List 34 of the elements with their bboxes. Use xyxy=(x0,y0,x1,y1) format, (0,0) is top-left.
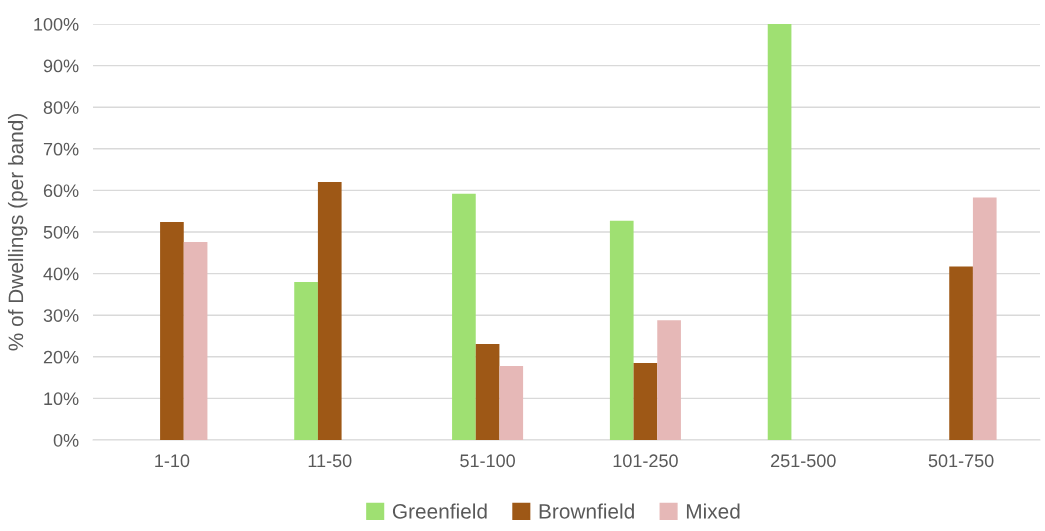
y-tick-label: 30% xyxy=(43,309,79,322)
x-tick-label: 11-50 xyxy=(308,454,352,468)
y-tick-label: 40% xyxy=(43,267,79,281)
y-tick-label: 50% xyxy=(43,225,79,239)
legend-label: Greenfield xyxy=(392,503,487,519)
bar xyxy=(767,24,792,440)
bar xyxy=(949,266,973,440)
y-tick-label: 100% xyxy=(34,17,79,31)
x-tick-label: 1-10 xyxy=(155,454,190,468)
bar xyxy=(475,343,500,440)
bar xyxy=(183,241,208,440)
y-tick-label: 0% xyxy=(53,433,79,447)
y-tick-label: 60% xyxy=(43,184,79,198)
y-tick-label: 10% xyxy=(44,392,79,406)
bar xyxy=(160,222,184,440)
bar xyxy=(294,281,318,440)
y-axis-title: % of Dwellings (per band) xyxy=(7,114,28,351)
y-tick-label: 90% xyxy=(43,59,79,73)
legend-label: Mixed xyxy=(686,503,740,519)
bar xyxy=(499,365,524,440)
x-tick-label: 501-750 xyxy=(928,454,994,468)
bar xyxy=(633,363,658,440)
bar xyxy=(657,320,681,440)
legend-label: Brownfield xyxy=(539,503,634,519)
y-tick-label: 70% xyxy=(43,142,79,156)
y-tick-label: 20% xyxy=(43,350,79,364)
y-tick-label: 80% xyxy=(43,101,79,114)
bar xyxy=(452,193,476,440)
x-tick-label: 251-500 xyxy=(771,454,836,468)
bar xyxy=(609,220,634,440)
x-tick-label: 101-250 xyxy=(613,454,678,468)
bar xyxy=(972,197,997,440)
x-tick-label: 51-100 xyxy=(460,454,515,468)
bar xyxy=(317,182,342,440)
